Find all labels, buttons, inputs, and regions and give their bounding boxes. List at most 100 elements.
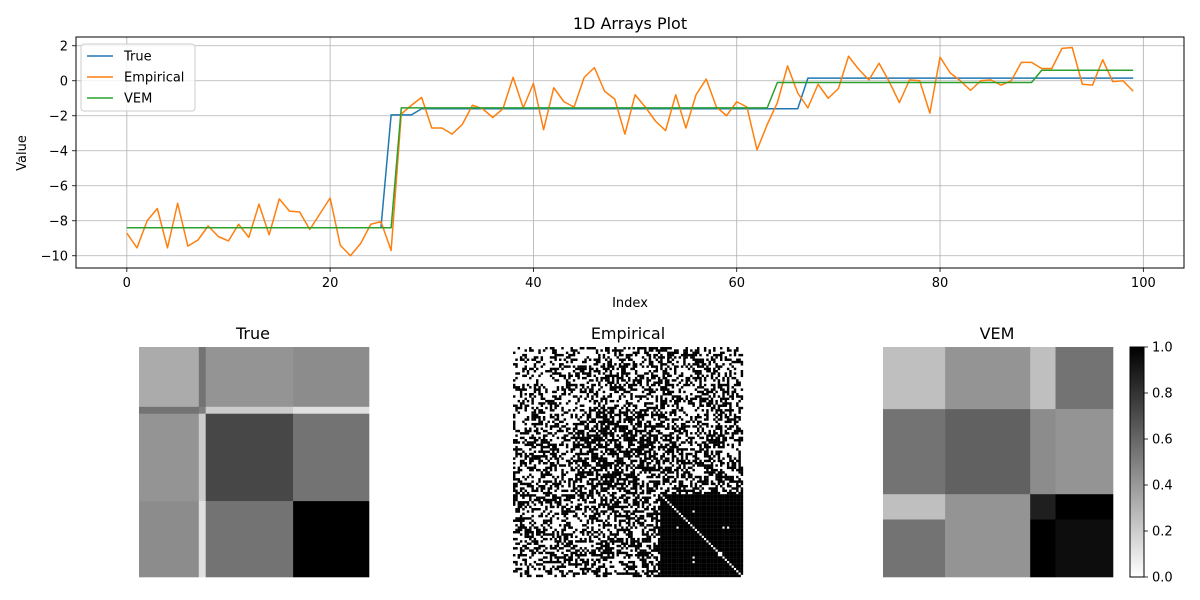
heatmap-cell [660,519,663,522]
heatmap-cell [708,554,711,557]
heatmap-cell [517,510,521,513]
heatmap-cell [664,439,668,442]
heatmap-cell [542,491,546,495]
heatmap-cell [623,427,626,430]
heatmap-cell [593,429,596,433]
heatmap-cell [639,347,642,350]
heatmap-cell [552,551,555,555]
heatmap-cell [602,521,606,525]
heatmap-cell [685,457,688,460]
heatmap-cell [736,496,739,499]
heatmap-cell [616,452,619,456]
heatmap-cell [676,459,679,463]
heatmap-cell [713,544,716,548]
heatmap-cell [699,353,702,357]
heatmap-cell [611,475,615,479]
heatmap-cell [584,376,587,380]
heatmap-cell [598,558,601,562]
heatmap-cell [678,519,682,522]
heatmap-cell [572,459,576,463]
heatmap-cell [669,547,672,550]
heatmap-cell [710,501,714,504]
heatmap-cell [533,356,537,359]
heatmap-cell [699,450,702,453]
heatmap-cell [646,406,649,410]
heatmap-cell [708,402,711,405]
heatmap-cell [694,547,698,550]
heatmap-cell [671,455,675,458]
heatmap-cell [533,450,537,453]
heatmap-cell [616,390,619,394]
heatmap-cell [701,560,705,564]
heatmap-cell [517,478,521,481]
heatmap-cell [722,554,725,557]
heatmap-cell [517,441,521,444]
heatmap-cell [582,429,585,433]
heatmap-cell [713,560,716,564]
heatmap-cell [621,427,624,430]
heatmap-cell [733,480,737,483]
heatmap-cell [680,501,684,504]
heatmap-cell [605,556,608,559]
heatmap-cell [713,514,716,518]
heatmap-cell [607,411,610,414]
heatmap-cell [701,503,705,506]
heatmap-cell [577,563,580,566]
heatmap-cell [644,558,647,562]
heatmap-cell [660,445,663,449]
heatmap-cell [657,448,661,451]
heatmap-cell [722,480,725,483]
heatmap-cell [605,551,608,555]
heatmap-cell [722,390,725,394]
heatmap-cell [694,526,698,529]
heatmap-cell [738,459,741,463]
heatmap-cell [556,457,560,460]
heatmap-cell [524,429,527,433]
heatmap-cell [595,547,599,550]
heatmap-cell [736,432,739,435]
heatmap-cell [715,411,718,414]
heatmap-cell [513,554,516,557]
heatmap-cell [697,351,700,355]
heatmap-cell [600,498,603,502]
heatmap-cell [602,427,606,430]
heatmap-cell [740,531,744,534]
heatmap-cell [667,521,670,525]
heatmap-cell [736,402,739,405]
heatmap-cell [616,439,619,442]
heatmap-cell [533,494,537,497]
heatmap-cell [667,537,670,541]
heatmap-cell [625,434,629,437]
heatmap-cell [662,503,665,506]
heatmap-cell [740,544,744,548]
heatmap-cell [568,376,571,380]
heatmap-cell [680,422,684,426]
heatmap-cell [639,464,642,467]
heatmap-cell [598,464,601,467]
heatmap-cell [694,416,698,419]
heatmap-cell [646,544,649,548]
heatmap-cell [669,512,672,516]
heatmap-cell [667,471,670,474]
heatmap-cell [692,547,695,550]
heatmap-cell [651,519,654,522]
heatmap-cell [701,537,705,541]
heatmap-cell [625,547,629,550]
heatmap-cell [697,503,700,506]
heatmap-cell [736,547,739,550]
heatmap-cell [552,409,555,412]
heatmap-cell [738,383,741,387]
heatmap-cell [542,498,546,502]
heatmap-cell [614,347,617,350]
heatmap-cell [715,376,718,380]
heatmap-cell [595,379,599,382]
heatmap-cell [736,416,739,419]
heatmap-cell [628,432,631,435]
heatmap-cell [655,521,659,525]
heatmap-cell [605,457,608,460]
heatmap-cell [646,383,649,387]
heatmap-cell [600,475,603,479]
heatmap-cell [722,531,725,534]
heatmap-cell [568,480,571,483]
heatmap-cell [517,503,521,506]
